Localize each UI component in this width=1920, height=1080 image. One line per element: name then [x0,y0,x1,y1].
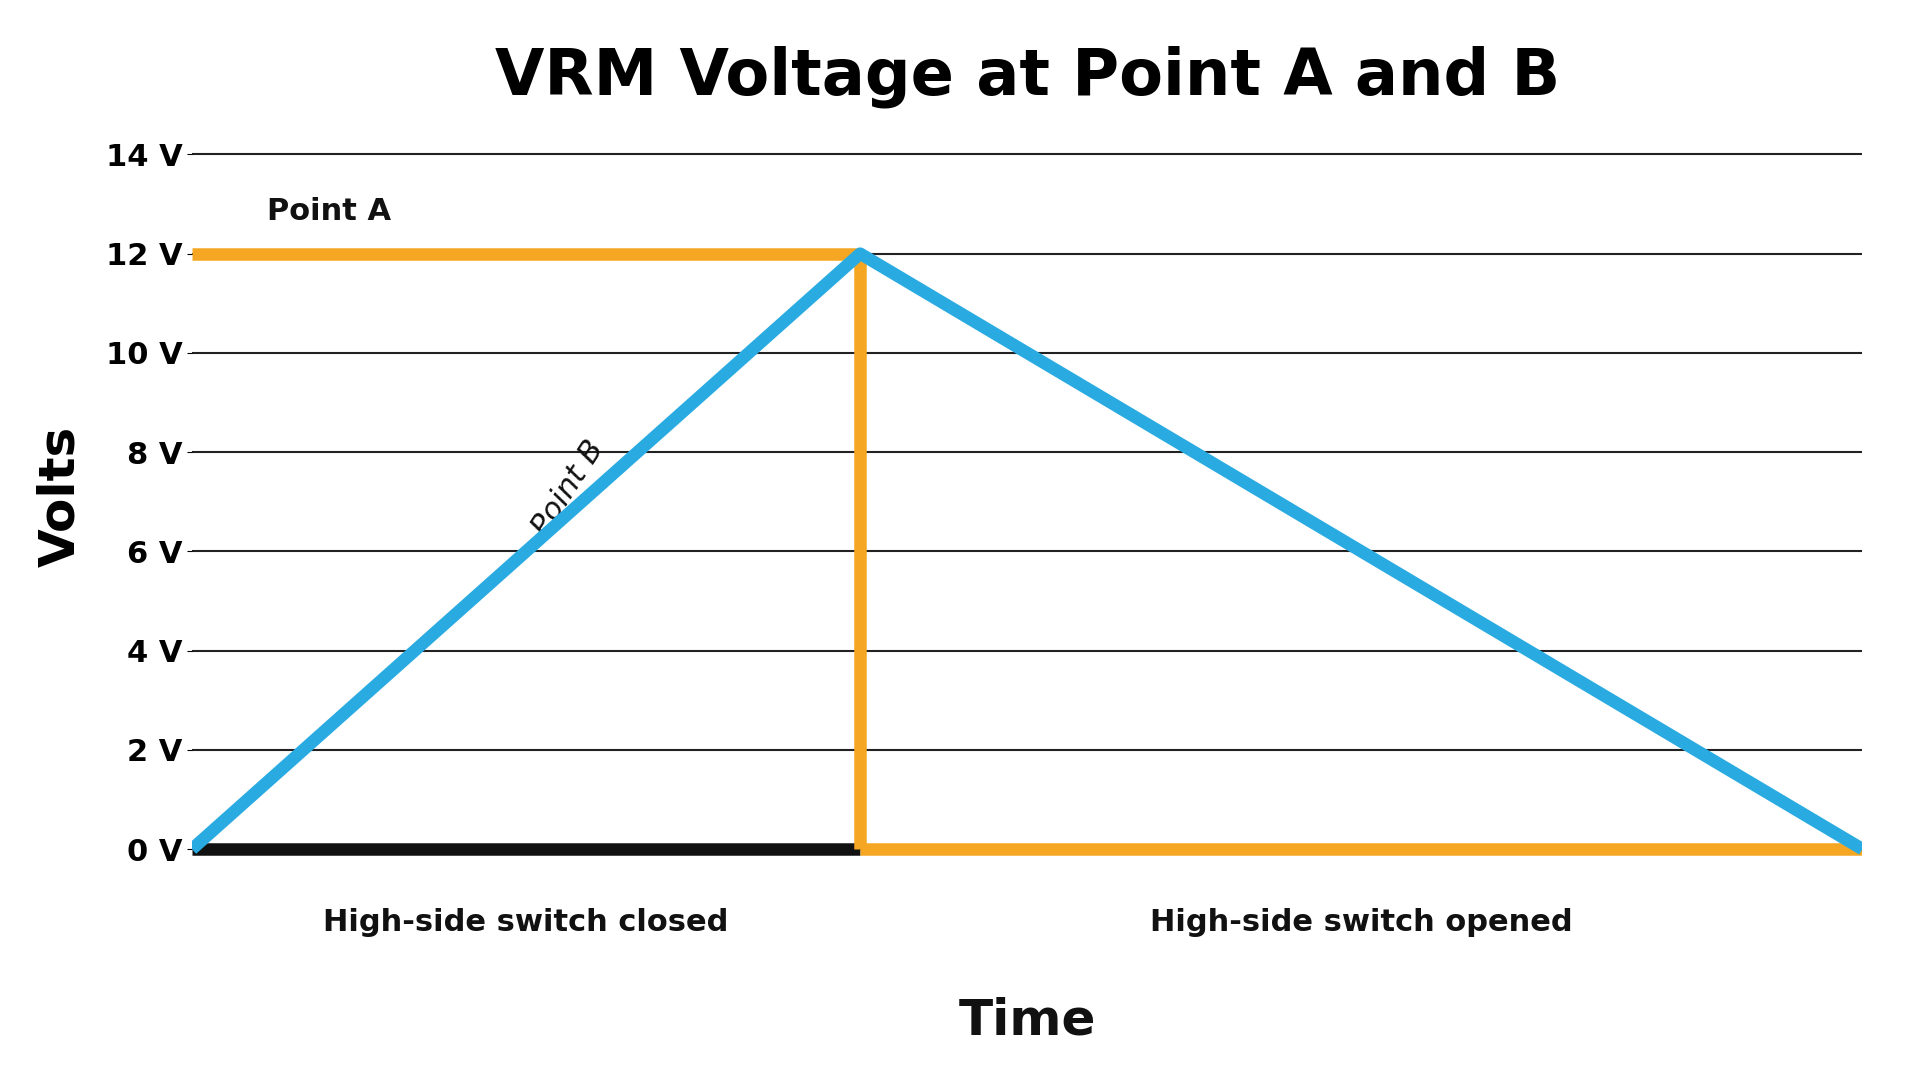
Y-axis label: Volts: Volts [36,427,84,567]
Text: High-side switch opened: High-side switch opened [1150,908,1572,937]
Text: High-side switch closed: High-side switch closed [323,908,730,937]
Text: Point A: Point A [267,198,392,227]
Title: VRM Voltage at Point A and B: VRM Voltage at Point A and B [495,45,1559,108]
Text: Time: Time [958,996,1096,1044]
Text: Point B: Point B [526,435,611,541]
